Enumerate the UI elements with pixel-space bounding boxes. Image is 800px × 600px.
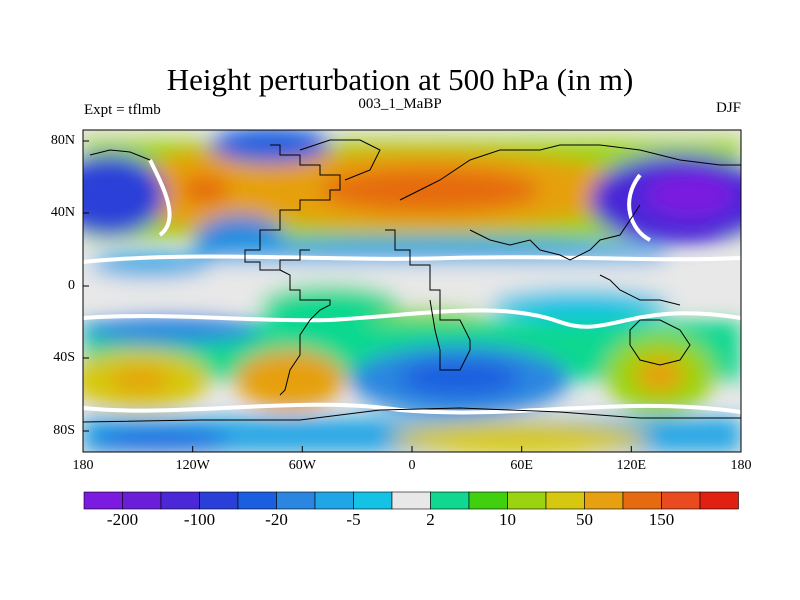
lon-label-60w: 60W <box>288 458 316 473</box>
contour-pacific <box>148 159 172 237</box>
lat-label-40n: 40N <box>50 205 75 220</box>
season-label: DJF <box>715 100 741 116</box>
lat-label-80s: 80S <box>53 423 75 438</box>
australia-high-core <box>635 357 685 393</box>
colorbar-swatch <box>83 491 123 510</box>
lon-label-60e: 60E <box>510 458 533 473</box>
colorbar-label: -200 <box>106 510 139 529</box>
colorbar-label: -5 <box>346 510 361 529</box>
pacific-high-core <box>180 176 230 204</box>
indian-ocean-low <box>490 289 670 321</box>
north-america-coast <box>244 144 341 271</box>
colorbar-label: -20 <box>265 510 288 529</box>
experiment-label: Expt = tflmb <box>84 102 161 118</box>
white-contours <box>83 159 741 415</box>
south-america-coast <box>279 269 331 396</box>
south-pacific-low <box>83 316 260 344</box>
west-pacific-low <box>83 155 165 235</box>
eurasia-south-coast <box>469 204 641 261</box>
colorbar-swatch <box>353 491 393 510</box>
case-label: 003_1_MaBP <box>358 96 442 112</box>
south-pacific-high-core <box>110 368 170 392</box>
south-atlantic-high <box>235 350 345 410</box>
plot-title: Height perturbation at 500 hPa (in m) <box>166 62 634 97</box>
colorbar-label: 50 <box>576 510 593 529</box>
colorbar-swatch <box>391 491 431 510</box>
colorbar-swatch <box>122 491 162 510</box>
colorbar-swatch <box>160 491 200 510</box>
colorbar-swatch <box>545 491 585 510</box>
lat-label-40s: 40S <box>53 350 75 365</box>
colorbar-swatch <box>699 491 739 510</box>
colorbar-swatch <box>661 491 701 510</box>
colorbar-label: 10 <box>499 510 516 529</box>
eurasia-high-core <box>320 168 540 212</box>
lon-label-180e: 180 <box>730 458 752 473</box>
colorbar <box>83 491 739 510</box>
alaska-coast <box>89 149 151 161</box>
contour-tropic-south <box>83 308 741 329</box>
colorbar-swatch <box>314 491 354 510</box>
colorbar-swatch <box>507 491 547 510</box>
lon-label-0: 0 <box>408 458 416 473</box>
lat-label-0: 0 <box>68 278 75 293</box>
colorbar-label: 2 <box>426 510 435 529</box>
colorbar-swatch <box>276 491 316 510</box>
colorbar-label: -100 <box>183 510 216 529</box>
lon-label-120w: 120W <box>175 458 210 473</box>
south-indian-low-core <box>400 360 520 396</box>
lon-label-120e: 120E <box>616 458 647 473</box>
colorbar-swatch <box>622 491 662 510</box>
colorbar-swatch <box>430 491 470 510</box>
contour-tropic-north <box>83 254 741 264</box>
colorbar-swatch <box>584 491 624 510</box>
siberia-low-core <box>645 173 735 217</box>
lat-label-80n: 80N <box>50 133 75 148</box>
maritime-continent <box>599 274 681 306</box>
eurasia-north-coast <box>399 144 741 201</box>
coastlines <box>83 139 741 423</box>
africa-coast <box>385 229 471 371</box>
antarctic-low <box>90 430 230 450</box>
height-field <box>83 130 741 452</box>
antarctica-coast <box>83 407 741 423</box>
contour-south-high <box>83 402 741 415</box>
axis-ticks <box>82 140 742 452</box>
colorbar-swatch <box>237 491 277 510</box>
colorbar-label: 150 <box>648 510 675 529</box>
colorbar-swatch <box>468 491 508 510</box>
contour-asia <box>627 173 652 242</box>
greenland-coast <box>299 139 381 181</box>
colorbar-swatch <box>199 491 239 510</box>
antarctic-high <box>390 422 650 452</box>
australia-coast <box>629 319 691 366</box>
lon-label-180w: 180 <box>72 458 94 473</box>
